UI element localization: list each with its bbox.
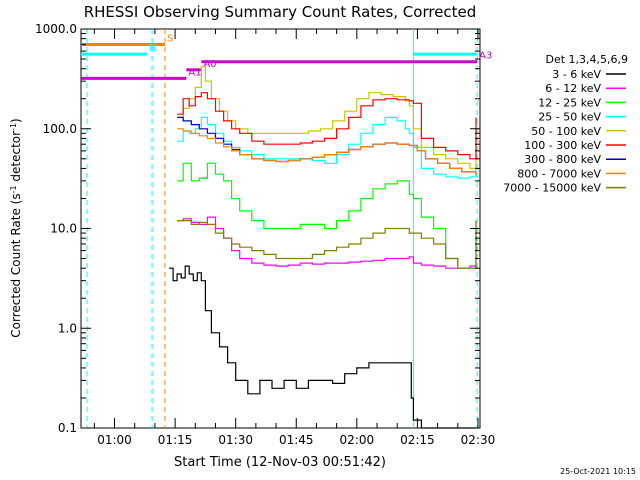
legend-label-7: 800 - 7000 keV — [517, 167, 601, 180]
legend-label-1: 6 - 12 keV — [545, 82, 601, 95]
y-axis-label: Corrected Count Rate (s-1 detector-1) — [9, 118, 23, 337]
legend-label-6: 300 - 800 keV — [524, 153, 601, 166]
y-axis-label-sup2: -1 — [9, 123, 18, 131]
series-line-8 — [177, 220, 477, 269]
legend-label-8: 7000 - 15000 keV — [503, 182, 601, 195]
chart-title: RHESSI Observing Summary Count Rates, Co… — [84, 3, 477, 21]
series-line-7 — [177, 128, 477, 175]
legend-label-2: 12 - 25 keV — [538, 96, 601, 109]
x-tick-label-1: 01:15 — [158, 433, 193, 447]
state-label-a1: A1 — [188, 67, 201, 78]
x-tick-label-3: 01:45 — [279, 433, 314, 447]
y-tick-label-2: 10.0 — [50, 222, 77, 236]
series-line-2 — [177, 162, 477, 269]
x-tick-label-6: 02:30 — [461, 433, 496, 447]
state-label-a0: A0 — [203, 59, 216, 70]
state-label-a3: A3 — [479, 51, 492, 62]
series-line-5 — [177, 92, 477, 160]
y-axis-label-main: Corrected Count Rate (s — [9, 193, 23, 337]
x-tick-label-0: 01:00 — [97, 433, 132, 447]
legend-label-0: 3 - 6 keV — [552, 68, 601, 81]
y-tick-label-4: 1000.0 — [35, 22, 77, 36]
series-line-4 — [177, 66, 477, 169]
y-tick-label-1: 1.0 — [58, 321, 77, 335]
legend-title: Det 1,3,4,5,6,9 — [545, 53, 628, 66]
date-stamp: 25-Oct-2021 10:15 — [560, 467, 636, 476]
legend-label-3: 25 - 50 keV — [538, 111, 601, 124]
series-line-3 — [177, 116, 477, 179]
x-axis: 01:00 01:15 01:30 01:45 02:00 02:15 02:30 — [93, 29, 496, 447]
state-label-s: S — [167, 33, 173, 44]
state-label-n: N — [149, 43, 156, 54]
y-tick-label-0: 0.1 — [58, 421, 77, 435]
series-line-6 — [177, 116, 477, 175]
legend-label-4: 50 - 100 keV — [531, 125, 601, 138]
y-axis-label-mid: detector — [9, 131, 23, 186]
x-tick-label-2: 01:30 — [218, 433, 253, 447]
x-axis-label: Start Time (12-Nov-03 00:51:42) — [174, 455, 386, 470]
y-axis: 0.1 1.0 10.0 100.0 1000.0 — [35, 22, 480, 435]
x-tick-label-4: 02:00 — [340, 433, 375, 447]
x-tick-label-5: 02:15 — [400, 433, 435, 447]
legend-label-5: 100 - 300 keV — [524, 139, 601, 152]
y-tick-label-3: 100.0 — [43, 122, 77, 136]
y-axis-label-end: ) — [9, 118, 23, 123]
y-axis-label-sup1: -1 — [9, 185, 18, 193]
series-line-0 — [169, 265, 476, 429]
series-line-1 — [177, 216, 477, 269]
